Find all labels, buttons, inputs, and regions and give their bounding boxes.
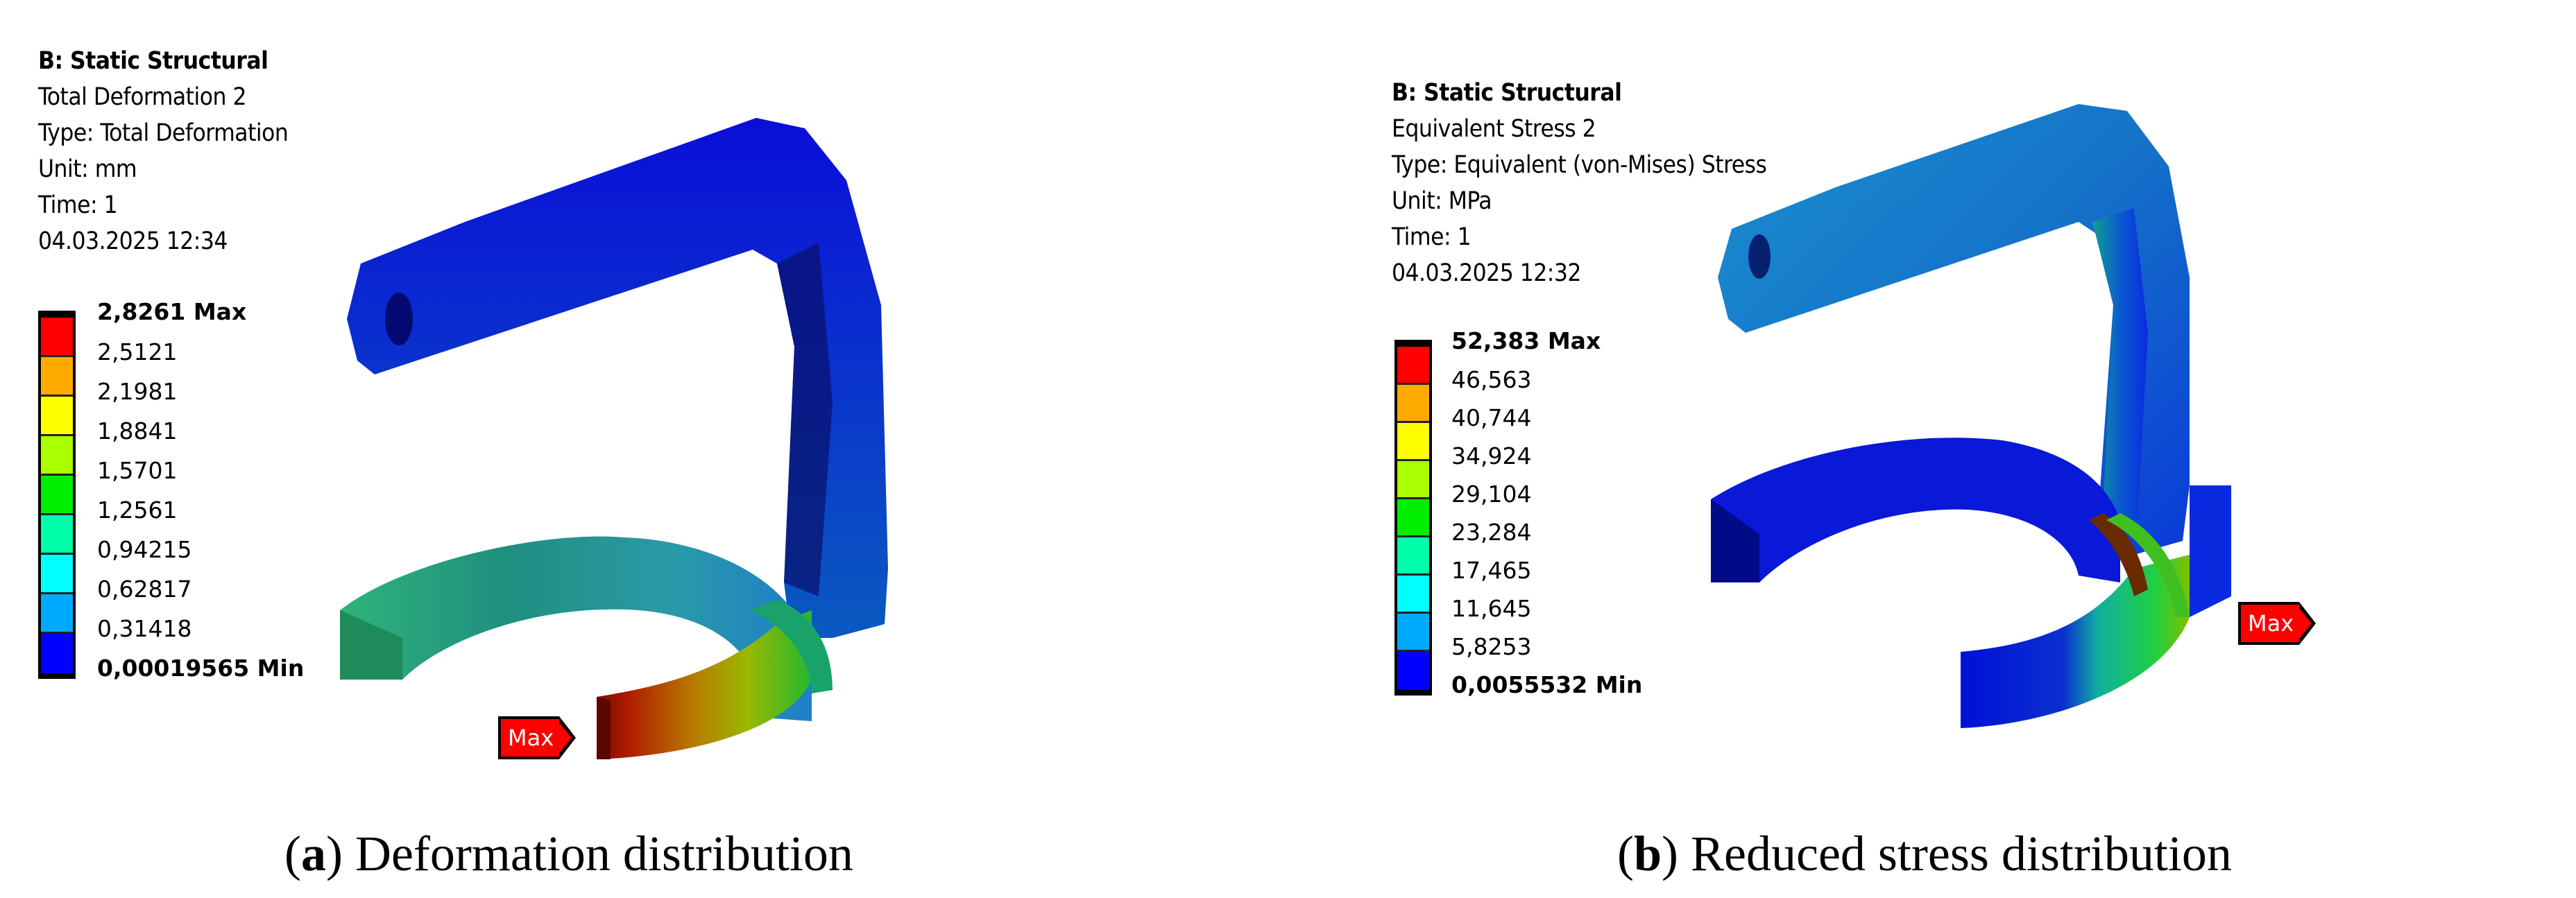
fea-model-deformation xyxy=(340,118,888,759)
result-timestamp: 04.03.2025 12:32 xyxy=(1392,259,1581,287)
probe-pointer-icon xyxy=(556,716,577,759)
legend-level: 34,924 xyxy=(1451,442,1532,469)
legend-level: 46,563 xyxy=(1451,366,1532,393)
result-name: Total Deformation 2 xyxy=(38,83,247,111)
legend-color-bar xyxy=(38,311,76,679)
result-unit: Unit: mm xyxy=(38,155,137,183)
result-name: Equivalent Stress 2 xyxy=(1392,115,1596,143)
legend-level: 17,465 xyxy=(1451,557,1532,584)
legend-level: 1,5701 xyxy=(97,457,178,484)
legend-level: 1,2561 xyxy=(97,497,178,524)
legend-band-yellowgreen xyxy=(1397,461,1429,499)
max-probe-tag: Max xyxy=(2238,602,2317,645)
legend-band-cyan xyxy=(41,555,73,594)
legend-level: 0,94215 xyxy=(97,536,192,563)
result-time: Time: 1 xyxy=(1392,223,1472,251)
legend-level: 40,744 xyxy=(1451,404,1532,431)
legend-band-yellowgreen xyxy=(41,436,73,476)
panel-deformation: B: Static Structural Total Deformation 2… xyxy=(0,0,1288,881)
result-time: Time: 1 xyxy=(38,191,118,219)
legend-level: 5,8253 xyxy=(1451,633,1532,660)
legend-band-red xyxy=(1397,347,1429,385)
result-header: B: Static Structural Total Deformation 2… xyxy=(38,43,289,259)
analysis-title: B: Static Structural xyxy=(1392,79,1622,107)
result-unit: Unit: MPa xyxy=(1392,187,1492,215)
legend-color-bar xyxy=(1394,340,1432,696)
legend-level: 0,31418 xyxy=(97,615,192,642)
legend-level: 2,1981 xyxy=(97,378,178,405)
legend-min-label: 0,0055532 Min xyxy=(1451,671,1643,698)
legend-band-yellow xyxy=(41,397,73,436)
legend-band-blue xyxy=(41,634,73,673)
figure-caption-a: (a) Deformation distribution xyxy=(284,826,853,881)
legend-band-green xyxy=(1397,499,1429,537)
result-type: Type: Equivalent (von-Mises) Stress xyxy=(1392,151,1767,179)
probe-pointer-icon xyxy=(2296,602,2317,645)
legend-band-cyan xyxy=(1397,576,1429,614)
legend-level: 0,62817 xyxy=(97,576,192,603)
legend-band-yellow xyxy=(1397,423,1429,461)
legend-band-red xyxy=(41,318,73,357)
result-timestamp: 04.03.2025 12:34 xyxy=(38,227,228,255)
legend-level: 2,5121 xyxy=(97,338,178,365)
legend-level: 11,645 xyxy=(1451,595,1532,622)
result-header: B: Static Structural Equivalent Stress 2… xyxy=(1392,75,1767,291)
analysis-title: B: Static Structural xyxy=(38,47,268,75)
figure-caption-b: (b) Reduced stress distribution xyxy=(1617,826,2232,881)
result-type: Type: Total Deformation xyxy=(38,119,289,147)
panel-stress: B: Static Structural Equivalent Stress 2… xyxy=(1288,0,2576,881)
legend-band-lightblue xyxy=(1397,614,1429,652)
legend-band-orange xyxy=(1397,385,1429,423)
color-legend: 52,383 Max 46,563 40,744 34,924 29,104 2… xyxy=(1394,329,1741,723)
legend-level: 23,284 xyxy=(1451,519,1532,546)
legend-level: 1,8841 xyxy=(97,417,178,444)
color-legend: 2,8261 Max 2,5121 2,1981 1,8841 1,5701 1… xyxy=(38,300,385,707)
caption-text: Reduced stress distribution xyxy=(1691,826,2232,881)
legend-band-seagreen xyxy=(1397,537,1429,576)
legend-band-green xyxy=(41,476,73,515)
caption-letter: a xyxy=(300,826,326,881)
legend-level: 29,104 xyxy=(1451,481,1532,508)
max-probe-tag: Max xyxy=(498,716,577,759)
legend-min-label: 0,00019565 Min xyxy=(97,655,305,682)
legend-band-lightblue xyxy=(41,594,73,634)
max-probe-label: Max xyxy=(2238,602,2300,645)
caption-letter: b xyxy=(1633,826,1662,881)
legend-band-orange xyxy=(41,357,73,397)
fea-model-stress xyxy=(1711,104,2231,728)
caption-text: Deformation distribution xyxy=(355,826,853,881)
legend-max-label: 2,8261 Max xyxy=(97,298,247,325)
legend-band-seagreen xyxy=(41,515,73,555)
legend-band-blue xyxy=(1397,652,1429,690)
max-probe-label: Max xyxy=(498,716,560,759)
legend-max-label: 52,383 Max xyxy=(1451,327,1601,354)
